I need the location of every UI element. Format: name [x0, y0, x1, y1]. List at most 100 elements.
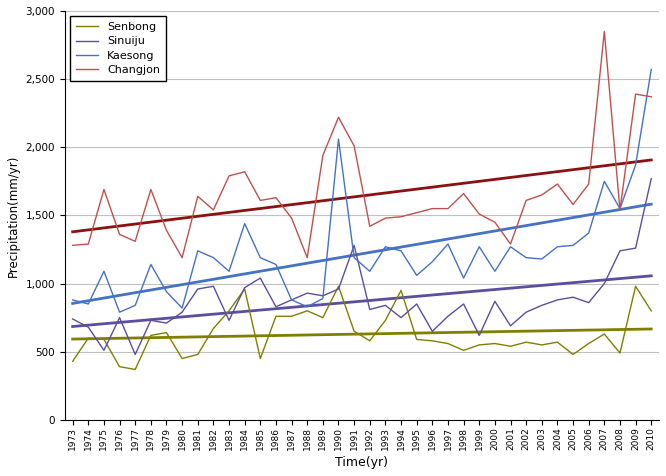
Kaesong	[225, 268, 233, 274]
Kaesong	[334, 136, 342, 142]
Senbong	[131, 367, 139, 372]
Kaesong	[476, 244, 484, 249]
Changjon	[116, 232, 124, 238]
Sinuiju	[631, 245, 639, 251]
Kaesong	[209, 255, 217, 260]
Sinuiju	[397, 315, 405, 320]
Kaesong	[631, 162, 639, 168]
Changjon	[225, 173, 233, 178]
Changjon	[350, 143, 358, 149]
Line: Sinuiju: Sinuiju	[73, 178, 651, 355]
Changjon	[69, 243, 77, 248]
Kaesong	[303, 304, 311, 309]
Kaesong	[616, 206, 624, 211]
Sinuiju	[382, 303, 390, 308]
Changjon	[507, 241, 515, 247]
Senbong	[116, 364, 124, 369]
Senbong	[460, 347, 468, 353]
Sinuiju	[476, 333, 484, 338]
Changjon	[366, 223, 374, 229]
Changjon	[100, 187, 108, 192]
Sinuiju	[240, 285, 248, 290]
Sinuiju	[209, 283, 217, 289]
Line: Changjon: Changjon	[73, 31, 651, 258]
Senbong	[272, 313, 280, 319]
Senbong	[225, 308, 233, 314]
Senbong	[397, 288, 405, 293]
Senbong	[350, 328, 358, 334]
Senbong	[100, 337, 108, 342]
Sinuiju	[537, 303, 545, 308]
Sinuiju	[522, 309, 530, 315]
Kaesong	[116, 309, 124, 315]
Kaesong	[350, 255, 358, 260]
Senbong	[209, 326, 217, 331]
Changjon	[397, 214, 405, 219]
Senbong	[585, 341, 593, 347]
Changjon	[537, 192, 545, 198]
Senbong	[85, 335, 93, 341]
Sinuiju	[366, 307, 374, 312]
Sinuiju	[585, 300, 593, 306]
Senbong	[491, 341, 499, 347]
Sinuiju	[319, 293, 327, 298]
Sinuiju	[569, 294, 577, 300]
Senbong	[444, 341, 452, 347]
Senbong	[537, 342, 545, 348]
Sinuiju	[194, 286, 202, 292]
Kaesong	[100, 268, 108, 274]
Sinuiju	[600, 281, 608, 287]
Senbong	[147, 333, 155, 338]
Senbong	[616, 350, 624, 356]
Changjon	[460, 191, 468, 197]
Changjon	[256, 198, 264, 203]
Changjon	[522, 198, 530, 203]
Kaesong	[69, 297, 77, 303]
Kaesong	[366, 268, 374, 274]
Sinuiju	[647, 176, 655, 181]
Kaesong	[397, 248, 405, 254]
Changjon	[178, 255, 186, 260]
Sinuiju	[413, 301, 421, 307]
Kaesong	[491, 268, 499, 274]
Senbong	[288, 313, 296, 319]
Changjon	[209, 207, 217, 213]
Sinuiju	[334, 286, 342, 292]
Senbong	[256, 356, 264, 361]
Changjon	[616, 207, 624, 213]
Kaesong	[600, 178, 608, 184]
Senbong	[303, 308, 311, 314]
Sinuiju	[303, 290, 311, 296]
Line: Kaesong: Kaesong	[73, 69, 651, 312]
Kaesong	[507, 244, 515, 249]
Senbong	[366, 338, 374, 344]
Changjon	[288, 215, 296, 221]
Senbong	[163, 330, 170, 336]
Kaesong	[522, 255, 530, 260]
Sinuiju	[491, 298, 499, 304]
Kaesong	[460, 275, 468, 281]
Changjon	[382, 215, 390, 221]
Changjon	[131, 238, 139, 244]
Kaesong	[85, 301, 93, 307]
Changjon	[240, 169, 248, 175]
Senbong	[476, 342, 484, 348]
Sinuiju	[100, 347, 108, 353]
Changjon	[631, 91, 639, 97]
Senbong	[69, 358, 77, 364]
Senbong	[600, 331, 608, 337]
Changjon	[85, 241, 93, 247]
Kaesong	[428, 259, 436, 265]
Kaesong	[569, 243, 577, 248]
Sinuiju	[178, 309, 186, 315]
Changjon	[585, 181, 593, 187]
Sinuiju	[116, 315, 124, 320]
Changjon	[569, 202, 577, 208]
X-axis label: Time(yr): Time(yr)	[336, 456, 388, 469]
Senbong	[569, 352, 577, 357]
Sinuiju	[460, 301, 468, 307]
Senbong	[507, 343, 515, 349]
Kaesong	[585, 230, 593, 236]
Sinuiju	[350, 243, 358, 248]
Changjon	[194, 193, 202, 199]
